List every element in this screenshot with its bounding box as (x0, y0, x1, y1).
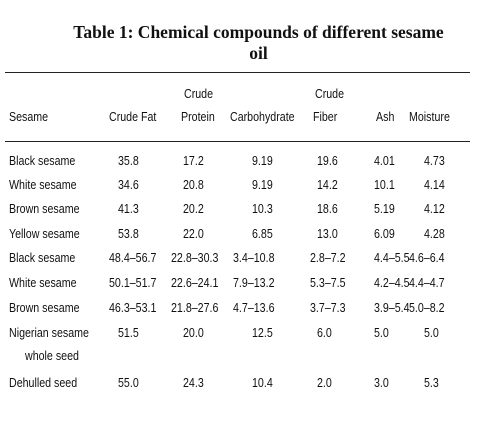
header-rule (5, 141, 470, 142)
cell-fiber: 6.0 (317, 325, 332, 340)
cell-protein: 24.3 (183, 375, 204, 390)
cell-sesame: White sesame (9, 177, 77, 192)
cell-ash: 4.2–4.5 (374, 275, 410, 290)
cell-ash: 4.01 (374, 153, 395, 168)
column-header-fiber-line1: Crude (315, 86, 345, 101)
cell-fiber: 18.6 (317, 201, 338, 216)
cell-sesame-line2: whole seed (25, 348, 79, 363)
cell-moisture: 4.6–6.4 (409, 250, 445, 265)
cell-fiber: 2.0 (317, 375, 332, 390)
cell-sesame: Brown sesame (9, 300, 80, 315)
cell-moisture: 4.12 (424, 201, 445, 216)
cell-carb: 3.4–10.8 (233, 250, 275, 265)
cell-protein: 21.8–27.6 (171, 300, 219, 315)
column-header-carb: Carbohydrate (230, 109, 295, 124)
cell-moisture: 4.4–4.7 (409, 275, 445, 290)
cell-ash: 10.1 (374, 177, 395, 192)
cell-carb: 10.3 (252, 201, 273, 216)
cell-sesame: White sesame (9, 275, 77, 290)
table-title-line1: Table 1: Chemical compounds of different… (73, 22, 444, 42)
cell-moisture: 5.3 (424, 375, 439, 390)
cell-ash: 3.0 (374, 375, 389, 390)
cell-moisture: 4.73 (424, 153, 445, 168)
cell-fat: 48.4–56.7 (109, 250, 157, 265)
column-header-fiber: Fiber (313, 109, 338, 124)
cell-fat: 53.8 (118, 226, 139, 241)
cell-sesame: Black sesame (9, 250, 76, 265)
cell-fat: 41.3 (118, 201, 139, 216)
cell-fiber: 2.8–7.2 (310, 250, 346, 265)
cell-protein: 22.6–24.1 (171, 275, 219, 290)
cell-ash: 3.9–5.4 (374, 300, 410, 315)
cell-sesame: Black sesame (9, 153, 76, 168)
cell-carb: 6.85 (252, 226, 273, 241)
cell-carb: 12.5 (252, 325, 273, 340)
cell-fat: 34.6 (118, 177, 139, 192)
cell-protein: 22.0 (183, 226, 204, 241)
column-header-moisture: Moisture (409, 109, 450, 124)
cell-protein: 17.2 (183, 153, 204, 168)
cell-fat: 35.8 (118, 153, 139, 168)
cell-fiber: 19.6 (317, 153, 338, 168)
cell-fat: 46.3–53.1 (109, 300, 157, 315)
cell-sesame: Nigerian sesame (9, 325, 89, 340)
cell-fat: 50.1–51.7 (109, 275, 157, 290)
cell-carb: 9.19 (252, 177, 273, 192)
cell-fiber: 5.3–7.5 (310, 275, 346, 290)
column-header-protein-line1: Crude (184, 86, 214, 101)
column-header-sesame: Sesame (9, 109, 49, 124)
cell-fat: 51.5 (118, 325, 139, 340)
cell-sesame: Brown sesame (9, 201, 80, 216)
column-header-ash: Ash (376, 109, 395, 124)
cell-fat: 55.0 (118, 375, 139, 390)
cell-ash: 5.19 (374, 201, 395, 216)
cell-moisture: 4.28 (424, 226, 445, 241)
cell-sesame: Dehulled seed (9, 375, 78, 390)
cell-carb: 10.4 (252, 375, 273, 390)
table-title: Table 1: Chemical compounds of different… (0, 22, 477, 64)
cell-carb: 4.7–13.6 (233, 300, 275, 315)
column-header-protein: Protein (181, 109, 215, 124)
cell-carb: 7.9–13.2 (233, 275, 275, 290)
cell-protein: 22.8–30.3 (171, 250, 219, 265)
cell-ash: 5.0 (374, 325, 389, 340)
cell-moisture: 5.0 (424, 325, 439, 340)
cell-protein: 20.0 (183, 325, 204, 340)
cell-fiber: 14.2 (317, 177, 338, 192)
cell-moisture: 4.14 (424, 177, 445, 192)
cell-fiber: 13.0 (317, 226, 338, 241)
table-title-line2: oil (249, 43, 268, 63)
column-header-fat: Crude Fat (109, 109, 157, 124)
cell-carb: 9.19 (252, 153, 273, 168)
cell-fiber: 3.7–7.3 (310, 300, 346, 315)
cell-protein: 20.2 (183, 201, 204, 216)
cell-sesame: Yellow sesame (9, 226, 80, 241)
cell-ash: 4.4–5.5 (374, 250, 410, 265)
top-rule (5, 72, 470, 73)
cell-moisture: 5.0–8.2 (409, 300, 445, 315)
cell-ash: 6.09 (374, 226, 395, 241)
cell-protein: 20.8 (183, 177, 204, 192)
